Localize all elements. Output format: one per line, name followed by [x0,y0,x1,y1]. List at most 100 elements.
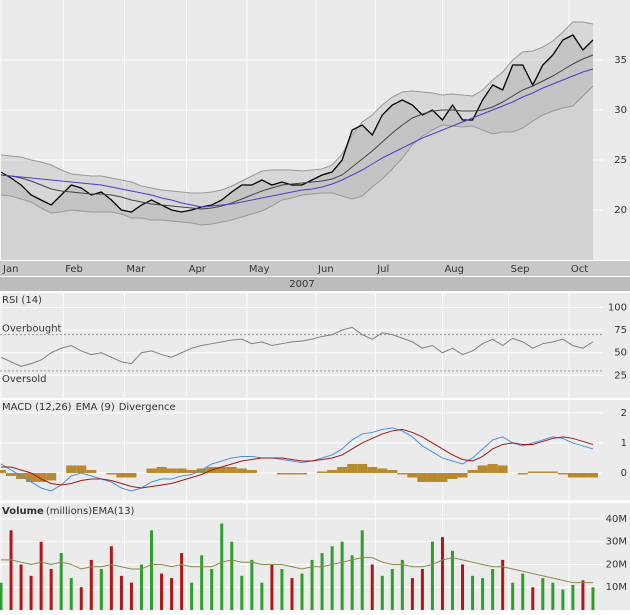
volume-bar [19,564,23,610]
volume-bar [360,530,364,610]
volume-bar [390,569,394,610]
volume-bar [220,523,224,610]
divergence-bar [76,465,87,473]
volume-bar [350,555,354,610]
divergence-bar [86,469,97,473]
macd-line [1,428,594,489]
legend-label: EMA (9) [76,402,115,413]
volume-bar [561,589,565,610]
volume-ema-line [1,557,593,584]
divergence-bar [26,472,37,482]
volume-bar [150,530,153,610]
x-tick-label: Jan [2,264,18,275]
legend-label: Divergence [119,402,176,413]
level-label: Oversold [2,374,47,385]
volume-bar [200,555,204,610]
volume-bar [79,587,83,610]
y-tick-label: 25 [614,155,627,166]
volume-bar [410,578,414,610]
divergence-bar [66,465,77,473]
x-tick-label: Jul [376,264,389,275]
volume-bar [89,559,93,610]
indicator-line [0,21,594,194]
divergence-bar [447,472,458,479]
volume-bar [270,564,274,610]
volume-bar [230,541,234,610]
x-tick-label: Feb [65,264,83,275]
panel-background [0,400,630,500]
volume-bar [240,575,244,610]
volume-bar [290,578,294,610]
volume-bar [471,575,475,610]
volume-bar [170,578,174,610]
volume-bar [109,546,113,610]
volume-bar [320,553,324,610]
x-tick-label: Oct [571,264,588,275]
divergence-bar [567,472,578,478]
divergence-bar [407,472,418,478]
divergence-bar [497,465,508,473]
divergence-bar [417,472,428,482]
divergence-bar [437,472,448,482]
divergence-bar [367,466,378,473]
divergence-bar [156,466,167,473]
divergence-bar [517,472,528,475]
volume-unit: (millions) [46,506,92,517]
volume-bar [49,569,53,610]
divergence-bar [276,472,287,475]
volume-bar [139,564,143,610]
legend-label: EMA(13) [92,506,134,517]
volume-bar [511,582,515,610]
volume-bar [180,553,184,610]
volume-bar [129,582,133,610]
indicator-line [0,68,594,208]
divergence-bar [317,471,328,473]
divergence-bar [457,472,468,478]
volume-bar [420,569,424,610]
divergence-bar [146,468,157,473]
y-tick-label: 75 [614,325,627,336]
volume-bar [99,569,103,610]
y-tick-label: 20 [614,205,627,216]
volume-bar [521,573,525,610]
x-tick-label: Sep [511,264,530,275]
divergence-bar [527,471,538,473]
volume-bar [260,582,264,610]
volume-bar [39,541,43,610]
volume-bar [541,578,545,610]
year-label: 2007 [289,279,314,290]
x-tick-label: Jun [317,264,334,275]
volume-bar [591,587,595,610]
volume-bar [0,582,3,610]
volume-bar [250,559,254,610]
y-tick-label: 10M [606,582,627,593]
divergence-bar [297,472,307,475]
volume-bar [280,569,284,610]
divergence-bar [106,472,117,475]
divergence-bar [537,471,548,473]
panel-background [0,503,630,610]
divergence-bar [347,463,358,473]
y-tick-label: 30 [614,105,627,116]
divergence-bar [357,463,368,473]
y-tick-label: 40M [606,514,627,525]
volume-bar [481,578,485,610]
volume-bar [400,559,404,610]
divergence-bar [6,472,17,476]
volume-bar [491,569,495,610]
y-tick-label: 20M [606,559,627,570]
indicator-line [0,54,594,210]
divergence-bar [216,466,227,473]
volume-bar [430,541,434,610]
divergence-bar [176,468,187,473]
volume-bar [501,559,505,610]
macd-line [0,427,594,492]
divergence-bar [286,472,297,475]
y-tick-label: 35 [614,55,627,66]
divergence-bar [377,468,388,473]
volume-bar [340,541,344,610]
divergence-bar [236,468,247,473]
divergence-bar [36,472,47,482]
volume-bar [571,584,575,610]
